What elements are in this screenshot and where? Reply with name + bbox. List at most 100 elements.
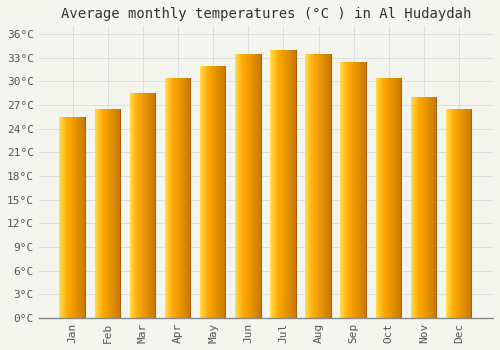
Bar bbox=[389, 77, 390, 318]
Bar bbox=[344, 62, 345, 318]
Bar bbox=[434, 97, 435, 318]
Bar bbox=[296, 50, 297, 318]
Bar bbox=[340, 62, 341, 318]
Bar bbox=[379, 77, 380, 318]
Bar bbox=[218, 66, 219, 318]
Bar bbox=[76, 117, 77, 318]
Bar bbox=[190, 77, 191, 318]
Bar bbox=[214, 66, 215, 318]
Bar bbox=[138, 93, 139, 318]
Bar bbox=[178, 77, 180, 318]
Bar bbox=[258, 54, 259, 318]
Bar bbox=[204, 66, 205, 318]
Bar bbox=[182, 77, 184, 318]
Bar bbox=[386, 77, 387, 318]
Bar bbox=[449, 109, 450, 318]
Bar bbox=[176, 77, 178, 318]
Bar bbox=[224, 66, 225, 318]
Bar bbox=[279, 50, 280, 318]
Bar bbox=[416, 97, 418, 318]
Bar bbox=[277, 50, 278, 318]
Bar bbox=[364, 62, 365, 318]
Bar bbox=[431, 97, 432, 318]
Bar bbox=[327, 54, 328, 318]
Bar bbox=[469, 109, 470, 318]
Bar bbox=[398, 77, 400, 318]
Bar bbox=[418, 97, 420, 318]
Bar bbox=[103, 109, 104, 318]
Title: Average monthly temperatures (°C ) in Al Ḥudaydah: Average monthly temperatures (°C ) in Al… bbox=[60, 7, 471, 21]
Bar bbox=[380, 77, 381, 318]
Bar bbox=[251, 54, 252, 318]
Bar bbox=[458, 109, 459, 318]
Bar bbox=[323, 54, 324, 318]
Bar bbox=[240, 54, 241, 318]
Bar bbox=[320, 54, 321, 318]
Bar bbox=[253, 54, 254, 318]
Bar bbox=[430, 97, 431, 318]
Bar bbox=[353, 62, 354, 318]
Bar bbox=[70, 117, 72, 318]
Bar bbox=[190, 77, 192, 318]
Bar bbox=[242, 54, 243, 318]
Bar bbox=[165, 77, 166, 318]
Bar bbox=[401, 77, 402, 318]
Bar bbox=[61, 117, 62, 318]
Bar bbox=[318, 54, 319, 318]
Bar bbox=[382, 77, 383, 318]
Bar bbox=[141, 93, 142, 318]
Bar bbox=[361, 62, 362, 318]
Bar bbox=[470, 109, 471, 318]
Bar bbox=[259, 54, 260, 318]
Bar bbox=[317, 54, 318, 318]
Bar bbox=[321, 54, 322, 318]
Bar bbox=[113, 109, 114, 318]
Bar bbox=[286, 50, 288, 318]
Bar bbox=[211, 66, 212, 318]
Bar bbox=[460, 109, 461, 318]
Bar bbox=[394, 77, 396, 318]
Bar bbox=[151, 93, 152, 318]
Bar bbox=[314, 54, 315, 318]
Bar bbox=[209, 66, 210, 318]
Bar bbox=[252, 54, 253, 318]
Bar bbox=[426, 97, 427, 318]
Bar bbox=[245, 54, 246, 318]
Bar bbox=[101, 109, 102, 318]
Bar bbox=[184, 77, 186, 318]
Bar bbox=[357, 62, 358, 318]
Bar bbox=[225, 66, 226, 318]
Bar bbox=[325, 54, 326, 318]
Bar bbox=[146, 93, 147, 318]
Bar bbox=[100, 109, 101, 318]
Bar bbox=[351, 62, 352, 318]
Bar bbox=[236, 54, 237, 318]
Bar bbox=[352, 62, 353, 318]
Bar bbox=[432, 97, 433, 318]
Bar bbox=[68, 117, 70, 318]
Bar bbox=[255, 54, 256, 318]
Bar bbox=[282, 50, 284, 318]
Bar bbox=[425, 97, 426, 318]
Bar bbox=[284, 50, 286, 318]
Bar bbox=[119, 109, 120, 318]
Bar bbox=[452, 109, 453, 318]
Bar bbox=[288, 50, 290, 318]
Bar bbox=[64, 117, 66, 318]
Bar bbox=[235, 54, 236, 318]
Bar bbox=[139, 93, 140, 318]
Bar bbox=[202, 66, 203, 318]
Bar bbox=[120, 109, 121, 318]
Bar bbox=[154, 93, 156, 318]
Bar bbox=[363, 62, 364, 318]
Bar bbox=[312, 54, 314, 318]
Bar bbox=[200, 66, 202, 318]
Bar bbox=[114, 109, 115, 318]
Bar bbox=[78, 117, 79, 318]
Bar bbox=[278, 50, 279, 318]
Bar bbox=[331, 54, 332, 318]
Bar bbox=[116, 109, 117, 318]
Bar bbox=[422, 97, 424, 318]
Bar bbox=[326, 54, 327, 318]
Bar bbox=[365, 62, 366, 318]
